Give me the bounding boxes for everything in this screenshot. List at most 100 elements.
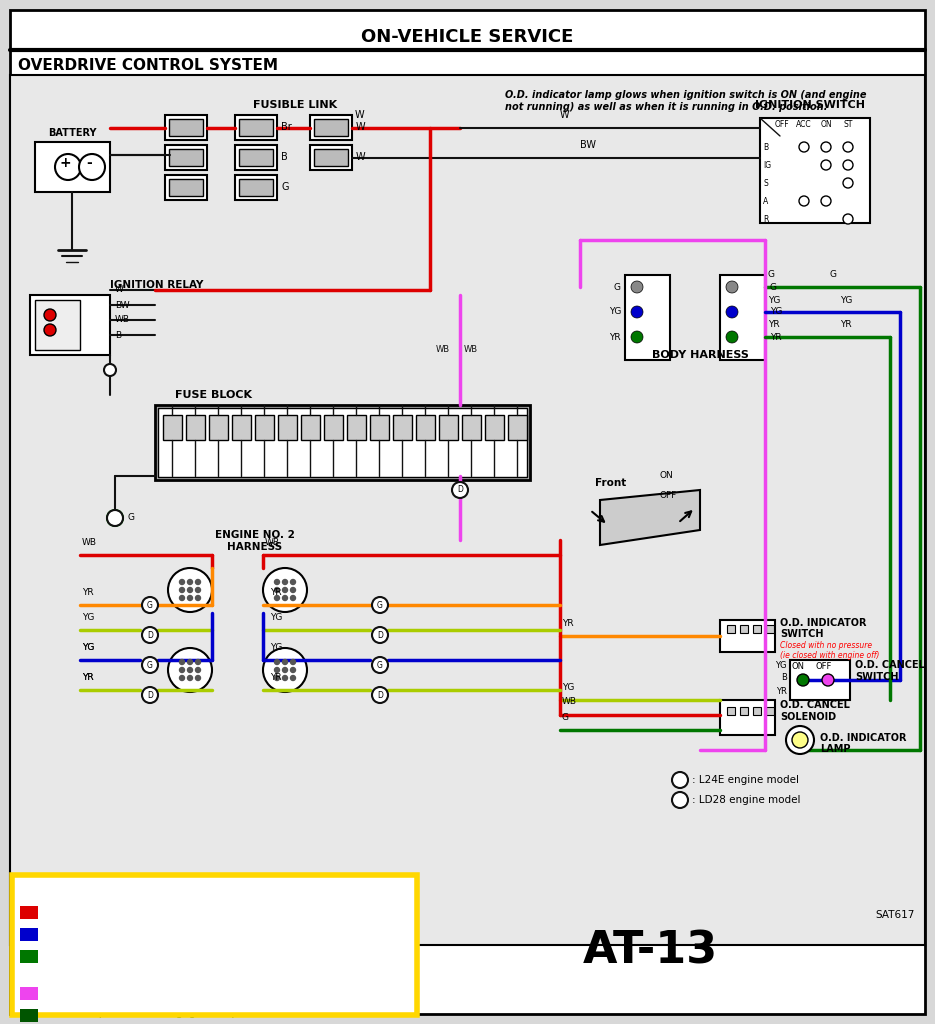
Text: SAT617: SAT617 (875, 910, 915, 920)
Text: +: + (59, 156, 71, 170)
FancyBboxPatch shape (169, 119, 203, 136)
Text: BW: BW (580, 140, 596, 150)
FancyBboxPatch shape (169, 150, 203, 166)
Circle shape (44, 309, 56, 321)
FancyBboxPatch shape (235, 145, 277, 170)
Circle shape (142, 687, 158, 703)
Text: W: W (115, 286, 123, 295)
Circle shape (188, 659, 193, 665)
FancyBboxPatch shape (239, 179, 273, 196)
Circle shape (372, 687, 388, 703)
Text: BODY HARNESS: BODY HARNESS (652, 350, 748, 360)
Text: YR: YR (82, 673, 94, 682)
Circle shape (799, 142, 809, 152)
Circle shape (180, 659, 184, 665)
Circle shape (786, 726, 814, 754)
Text: OFF: OFF (815, 662, 831, 671)
Text: A: A (763, 197, 769, 206)
Text: S: S (763, 178, 768, 187)
Text: = 12v+ to OD Cancel Solenoid: = 12v+ to OD Cancel Solenoid (45, 905, 222, 915)
Text: BATTERY: BATTERY (48, 128, 96, 138)
Circle shape (726, 306, 738, 318)
Circle shape (275, 596, 280, 600)
FancyBboxPatch shape (35, 300, 80, 350)
Text: G: G (377, 600, 383, 609)
Circle shape (142, 597, 158, 613)
FancyBboxPatch shape (314, 119, 348, 136)
Text: WB: WB (562, 697, 577, 706)
Text: O.D. CANCEL: O.D. CANCEL (780, 700, 850, 710)
FancyBboxPatch shape (35, 142, 110, 193)
Circle shape (275, 580, 280, 585)
Circle shape (168, 648, 212, 692)
Circle shape (282, 596, 287, 600)
FancyBboxPatch shape (753, 625, 761, 633)
Text: YG: YG (82, 643, 94, 652)
FancyBboxPatch shape (324, 415, 343, 440)
Text: IG: IG (763, 161, 771, 170)
Text: = Ground path for OD engaged lamp: = Ground path for OD engaged lamp (45, 1008, 238, 1018)
Text: YG: YG (82, 613, 94, 622)
FancyBboxPatch shape (10, 75, 925, 945)
FancyBboxPatch shape (310, 145, 352, 170)
Text: = OD Cancel Solenoid to console switch: = OD Cancel Solenoid to console switch (45, 927, 279, 937)
Circle shape (631, 281, 643, 293)
Text: G: G (830, 270, 837, 279)
Circle shape (792, 732, 808, 748)
FancyBboxPatch shape (165, 175, 207, 200)
Circle shape (291, 676, 295, 681)
FancyBboxPatch shape (314, 150, 348, 166)
Circle shape (843, 160, 853, 170)
Text: ENGINE NO. 2
HARNESS: ENGINE NO. 2 HARNESS (215, 530, 295, 552)
Text: B: B (763, 142, 769, 152)
Text: YR: YR (770, 333, 782, 341)
Text: R: R (763, 214, 769, 223)
Text: W: W (356, 152, 366, 162)
Text: : LD28 engine model: : LD28 engine model (692, 795, 800, 805)
Text: YR: YR (82, 588, 94, 597)
Circle shape (188, 668, 193, 673)
FancyBboxPatch shape (209, 415, 228, 440)
Circle shape (275, 668, 280, 673)
FancyBboxPatch shape (508, 415, 527, 440)
FancyBboxPatch shape (232, 415, 251, 440)
FancyBboxPatch shape (155, 406, 530, 480)
Circle shape (79, 154, 105, 180)
Text: B: B (281, 152, 288, 162)
Circle shape (107, 510, 123, 526)
Text: (ie closed with engine off): (ie closed with engine off) (780, 651, 880, 660)
Text: YG: YG (82, 643, 94, 652)
FancyBboxPatch shape (20, 987, 38, 1000)
Circle shape (180, 668, 184, 673)
FancyBboxPatch shape (760, 118, 870, 223)
Text: D: D (147, 690, 153, 699)
FancyBboxPatch shape (158, 408, 527, 477)
Text: ACC: ACC (797, 120, 812, 129)
Polygon shape (600, 490, 700, 545)
Text: YR: YR (768, 319, 780, 329)
FancyBboxPatch shape (720, 700, 775, 735)
Circle shape (372, 597, 388, 613)
Circle shape (291, 580, 295, 585)
Text: ON: ON (792, 662, 805, 671)
Text: WB: WB (82, 538, 97, 547)
Text: = Ground path for OD Cancel Solenoid
   (console switch to Ground): = Ground path for OD Cancel Solenoid (co… (45, 949, 270, 971)
Text: G: G (562, 713, 569, 722)
Text: YG: YG (270, 613, 282, 622)
Text: G: G (147, 600, 153, 609)
FancyBboxPatch shape (720, 620, 775, 652)
Circle shape (291, 668, 295, 673)
FancyBboxPatch shape (30, 295, 110, 355)
Circle shape (180, 596, 184, 600)
Circle shape (843, 142, 853, 152)
Text: D: D (377, 690, 383, 699)
Text: OFF: OFF (775, 120, 789, 129)
Text: OFF: OFF (660, 490, 677, 500)
Circle shape (372, 627, 388, 643)
Text: : L24E engine model: : L24E engine model (692, 775, 799, 785)
Text: G: G (127, 513, 134, 522)
FancyBboxPatch shape (625, 275, 670, 360)
Circle shape (188, 588, 193, 593)
Circle shape (282, 676, 287, 681)
FancyBboxPatch shape (766, 707, 774, 715)
